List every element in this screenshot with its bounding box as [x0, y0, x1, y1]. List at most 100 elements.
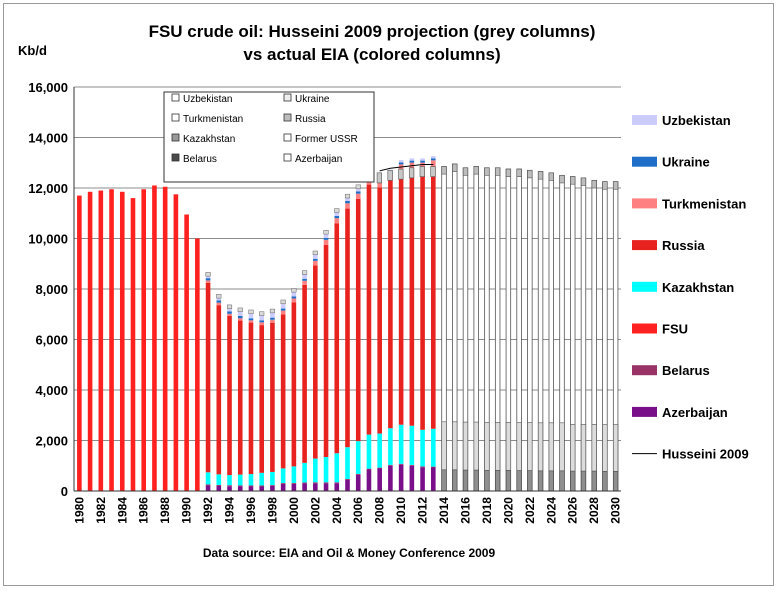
inset-legend-swatch	[171, 93, 180, 102]
projection-bar-azerbaijan	[484, 469, 490, 492]
y-tick-label: 16,000	[28, 80, 68, 95]
y-tick-label: 0	[61, 484, 68, 499]
bar-uzbekistan	[345, 197, 350, 202]
bar-belarus	[280, 483, 286, 484]
bar-ukraine	[302, 278, 307, 281]
bar-azerbaijan	[377, 468, 382, 491]
fsu-bar	[130, 198, 136, 491]
bar-turkmenistan	[291, 298, 297, 303]
projection-bar-kazakhstan	[602, 424, 608, 472]
bar-russia	[270, 322, 275, 472]
projection-bar-azerbaijan	[591, 470, 597, 492]
bar-russia	[431, 166, 436, 429]
y-tick-labels: 0 2,000 4,000 6,000 8,000 10,000 12,000 14,000 1…	[28, 80, 68, 499]
bar-azerbaijan	[205, 485, 211, 491]
bar-kazakhstan	[377, 433, 382, 468]
projection-bar-top	[419, 166, 425, 177]
bar-azerbaijan	[366, 469, 372, 491]
x-tick-label: 1980	[72, 497, 86, 524]
bar-ukraine	[323, 237, 329, 240]
bar-ukraine	[205, 278, 211, 281]
inset-legend-box	[163, 91, 375, 183]
projection-bar-top	[527, 170, 533, 179]
bar-belarus	[237, 485, 243, 487]
x-tick-label: 2008	[373, 497, 387, 524]
x-tick-label: 1982	[94, 497, 108, 524]
bar-ukraine	[280, 308, 286, 311]
bar-belarus	[431, 466, 436, 468]
grey-cap	[302, 270, 308, 275]
bar-uzbekistan	[313, 254, 318, 259]
x-tick-label: 1988	[158, 497, 172, 524]
projection-bar-azerbaijan	[613, 471, 619, 492]
projection-bar-top	[591, 180, 597, 189]
x-tick-label: 2002	[308, 497, 322, 524]
y-tick-label: 10,000	[28, 232, 68, 247]
inset-legend-swatch	[283, 153, 292, 162]
chart-frame: FSU crude oil: Husseini 2009 projection …	[3, 3, 774, 586]
bar-ukraine	[334, 215, 340, 219]
legend-swatch-belarus	[632, 365, 657, 376]
bar-kazakhstan	[291, 466, 297, 484]
projection-bar-azerbaijan	[527, 470, 533, 492]
fsu-bar	[162, 186, 168, 492]
inset-legend-swatch	[171, 133, 180, 142]
projection-bar-azerbaijan	[516, 470, 522, 492]
y-tick-label: 8,000	[35, 282, 68, 297]
bar-uzbekistan	[227, 308, 232, 312]
bar-azerbaijan	[216, 485, 222, 491]
projection-bar-kazakhstan	[473, 421, 479, 471]
bar-belarus	[227, 485, 232, 487]
legend-label: Russia	[662, 238, 705, 253]
projection-bar-kazakhstan	[537, 422, 544, 472]
projection-bar-azerbaijan	[570, 470, 576, 492]
x-tick-label: 1994	[223, 497, 237, 524]
bar-ukraine	[237, 316, 243, 319]
bar-turkmenistan	[431, 160, 436, 167]
legend-swatch-fsu	[632, 323, 657, 334]
bar-azerbaijan	[291, 483, 297, 491]
inset-legend-swatch	[283, 93, 292, 102]
bar-uzbekistan	[431, 156, 436, 159]
x-tick-label: 1990	[180, 497, 194, 524]
bar-russia	[205, 282, 211, 473]
grey-cap	[323, 230, 329, 235]
projection-bar-top	[559, 175, 565, 184]
projection-bar-azerbaijan	[505, 469, 511, 492]
projection-bar-kazakhstan	[452, 421, 458, 471]
projection-bar-kazakhstan	[570, 424, 576, 472]
legend: Uzbekistan Ukraine Turkmenistan Russia Kazak…	[632, 113, 749, 462]
x-tick-label: 2028	[587, 497, 601, 524]
bar-uzbekistan	[398, 160, 404, 163]
bar-azerbaijan	[259, 486, 264, 491]
x-tick-label: 2016	[458, 497, 472, 524]
x-tick-label: 2022	[523, 497, 537, 524]
bar-belarus	[420, 466, 425, 468]
bar-uzbekistan	[409, 158, 415, 161]
projection-bar-kazakhstan	[527, 422, 533, 471]
bar-azerbaijan	[409, 465, 415, 491]
bar-kazakhstan	[398, 424, 404, 464]
bar-turkmenistan	[237, 318, 243, 321]
projection-bar-top	[537, 171, 544, 180]
bar-ukraine	[227, 311, 232, 314]
bar-russia	[302, 284, 307, 463]
projection-bar-top	[602, 181, 608, 190]
bar-azerbaijan	[334, 483, 340, 491]
bar-turkmenistan	[302, 280, 307, 285]
projection-bar-azerbaijan	[441, 469, 447, 492]
projection-bar-azerbaijan	[548, 470, 554, 492]
projection-bar-top	[580, 177, 587, 186]
projection-bar-top	[516, 168, 522, 177]
x-tick-label: 2014	[437, 497, 451, 524]
legend-label: Kazakhstan	[662, 280, 734, 295]
bar-azerbaijan	[227, 486, 232, 491]
bar-belarus	[377, 467, 382, 469]
bar-belarus	[388, 464, 393, 466]
bar-turkmenistan	[248, 320, 254, 323]
legend-swatch-russia	[632, 240, 657, 251]
legend-label: Azerbaijan	[662, 405, 728, 420]
inset-legend: Uzbekistan Ukraine Turkmenistan Russia Kazak…	[163, 91, 375, 183]
projection-bar-top	[570, 176, 576, 185]
grey-cap	[259, 311, 265, 316]
